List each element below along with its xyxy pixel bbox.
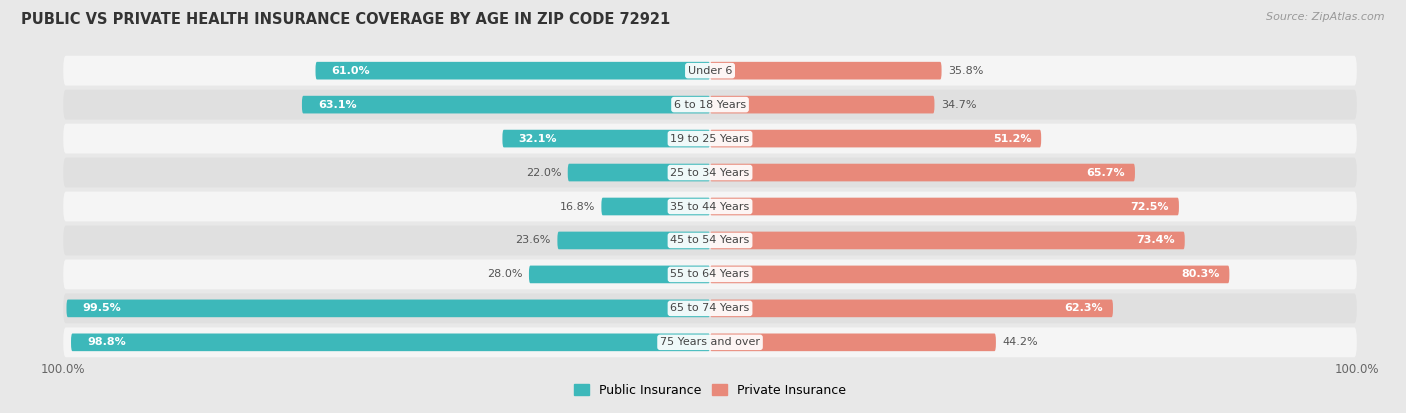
FancyBboxPatch shape [557, 232, 710, 249]
Text: 51.2%: 51.2% [993, 133, 1032, 144]
FancyBboxPatch shape [568, 164, 710, 181]
FancyBboxPatch shape [63, 123, 1357, 154]
FancyBboxPatch shape [529, 266, 710, 283]
Text: Source: ZipAtlas.com: Source: ZipAtlas.com [1267, 12, 1385, 22]
Text: 34.7%: 34.7% [941, 100, 976, 109]
Text: Under 6: Under 6 [688, 66, 733, 76]
Text: 62.3%: 62.3% [1064, 304, 1104, 313]
Text: 63.1%: 63.1% [318, 100, 357, 109]
FancyBboxPatch shape [302, 96, 710, 114]
FancyBboxPatch shape [315, 62, 710, 79]
Text: 55 to 64 Years: 55 to 64 Years [671, 269, 749, 280]
FancyBboxPatch shape [63, 293, 1357, 323]
FancyBboxPatch shape [72, 334, 710, 351]
Text: 28.0%: 28.0% [486, 269, 523, 280]
FancyBboxPatch shape [710, 299, 1114, 317]
FancyBboxPatch shape [63, 158, 1357, 188]
FancyBboxPatch shape [710, 334, 995, 351]
Text: 45 to 54 Years: 45 to 54 Years [671, 235, 749, 245]
FancyBboxPatch shape [63, 56, 1357, 85]
FancyBboxPatch shape [502, 130, 710, 147]
Text: 35.8%: 35.8% [948, 66, 983, 76]
FancyBboxPatch shape [63, 259, 1357, 290]
Text: 72.5%: 72.5% [1130, 202, 1170, 211]
Text: 44.2%: 44.2% [1002, 337, 1038, 347]
Text: PUBLIC VS PRIVATE HEALTH INSURANCE COVERAGE BY AGE IN ZIP CODE 72921: PUBLIC VS PRIVATE HEALTH INSURANCE COVER… [21, 12, 671, 27]
FancyBboxPatch shape [710, 198, 1178, 215]
FancyBboxPatch shape [66, 299, 710, 317]
Text: 75 Years and over: 75 Years and over [659, 337, 761, 347]
Text: 65 to 74 Years: 65 to 74 Years [671, 304, 749, 313]
Text: 80.3%: 80.3% [1181, 269, 1219, 280]
Text: 65.7%: 65.7% [1087, 168, 1125, 178]
Text: 6 to 18 Years: 6 to 18 Years [673, 100, 747, 109]
Text: 19 to 25 Years: 19 to 25 Years [671, 133, 749, 144]
FancyBboxPatch shape [63, 90, 1357, 120]
Text: 99.5%: 99.5% [83, 304, 121, 313]
FancyBboxPatch shape [710, 62, 942, 79]
Text: 22.0%: 22.0% [526, 168, 561, 178]
Text: 61.0%: 61.0% [332, 66, 370, 76]
FancyBboxPatch shape [710, 164, 1135, 181]
FancyBboxPatch shape [710, 96, 935, 114]
FancyBboxPatch shape [602, 198, 710, 215]
Text: 32.1%: 32.1% [519, 133, 557, 144]
FancyBboxPatch shape [63, 192, 1357, 221]
FancyBboxPatch shape [710, 266, 1229, 283]
FancyBboxPatch shape [63, 225, 1357, 255]
FancyBboxPatch shape [710, 232, 1185, 249]
Text: 35 to 44 Years: 35 to 44 Years [671, 202, 749, 211]
Text: 16.8%: 16.8% [560, 202, 595, 211]
FancyBboxPatch shape [710, 130, 1042, 147]
Text: 73.4%: 73.4% [1136, 235, 1175, 245]
Legend: Public Insurance, Private Insurance: Public Insurance, Private Insurance [569, 379, 851, 402]
Text: 23.6%: 23.6% [516, 235, 551, 245]
FancyBboxPatch shape [63, 328, 1357, 357]
Text: 98.8%: 98.8% [87, 337, 127, 347]
Text: 25 to 34 Years: 25 to 34 Years [671, 168, 749, 178]
